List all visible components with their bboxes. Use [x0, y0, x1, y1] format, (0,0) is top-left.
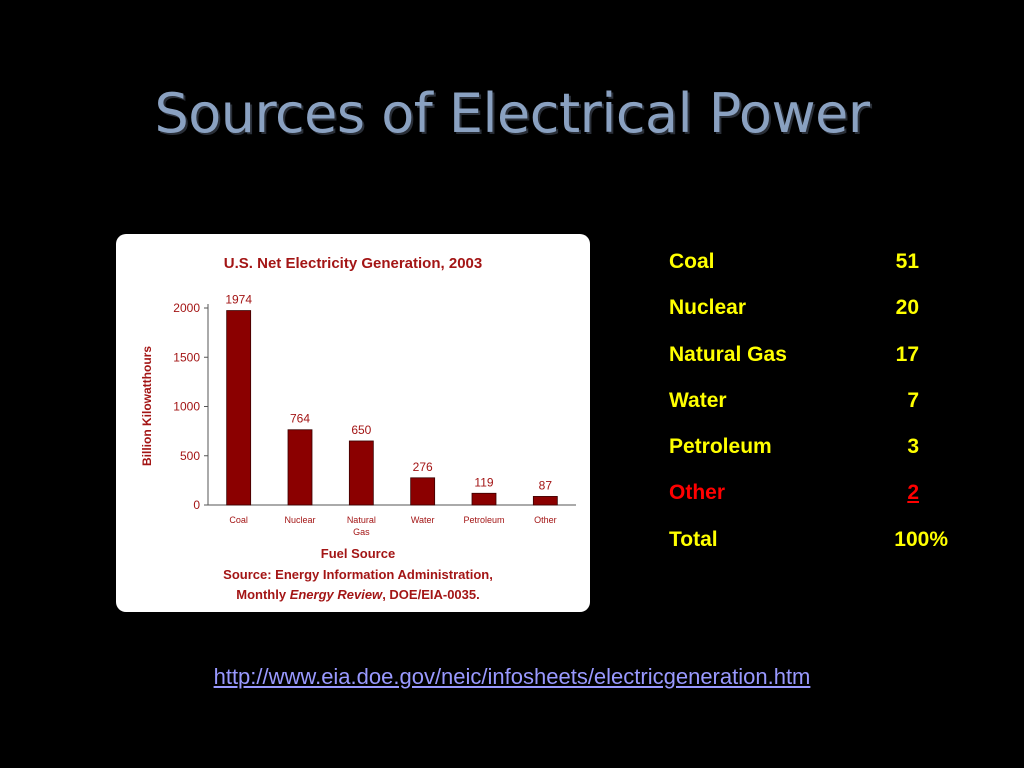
- share-row-other: Other 2: [669, 481, 979, 527]
- share-label: Natural Gas: [669, 342, 787, 366]
- x-axis-label: Fuel Source: [321, 546, 395, 561]
- x-tick-label: Petroleum: [463, 515, 504, 525]
- share-row-coal: Coal 51: [669, 250, 979, 296]
- x-tick-label: Nuclear: [284, 515, 315, 525]
- bar-value-label: 119: [474, 475, 493, 489]
- y-tick-label: 0: [193, 498, 200, 512]
- bar: [287, 429, 313, 506]
- share-row-petroleum: Petroleum 3: [669, 435, 979, 481]
- share-row-total: Total 100%: [669, 528, 979, 574]
- share-label: Water: [669, 388, 727, 412]
- chart-source-line1: Source: Energy Information Administratio…: [223, 567, 493, 582]
- bar-chart: U.S. Net Electricity Generation, 2003 Bi…: [140, 255, 576, 602]
- bar: [226, 310, 252, 506]
- y-tick-label: 500: [180, 449, 200, 463]
- bar-value-label: 650: [351, 423, 371, 437]
- bar-value-label: 87: [539, 478, 553, 492]
- y-tick-label: 2000: [173, 301, 200, 315]
- bar-value-label: 1974: [225, 293, 252, 307]
- share-value: 51: [895, 250, 919, 273]
- share-label: Other: [669, 481, 726, 505]
- source-link[interactable]: http://www.eia.doe.gov/neic/infosheets/e…: [213, 664, 811, 689]
- chart-source-italic: Energy Review: [290, 587, 383, 602]
- x-tick-label: Natural Gas: [347, 515, 376, 537]
- share-value: 20: [895, 296, 919, 320]
- y-tick-label: 1000: [173, 400, 200, 414]
- x-tick-label: Other: [534, 515, 557, 525]
- x-tick-label: Water: [411, 515, 435, 525]
- share-value: 100%: [894, 527, 948, 551]
- share-label: Total: [669, 527, 718, 551]
- bar-value-label: 276: [413, 460, 433, 474]
- chart-source-prefix: Monthly: [236, 587, 289, 602]
- share-table: Coal 51 Nuclear 20 Natural Gas 17 Water 7 Petrol…: [669, 250, 979, 574]
- bar-value-label: 764: [290, 412, 310, 426]
- share-label: Petroleum: [669, 435, 772, 459]
- share-row-natural-gas: Natural Gas 17: [669, 343, 979, 389]
- share-value: 7: [907, 388, 919, 412]
- slide-title: Sources of Electrical Power: [154, 82, 870, 145]
- share-row-nuclear: Nuclear 20: [669, 296, 979, 342]
- bar: [348, 440, 374, 506]
- chart-panel: U.S. Net Electricity Generation, 2003 Bi…: [116, 234, 590, 612]
- share-label: Nuclear: [669, 296, 747, 320]
- share-value: 3: [907, 435, 919, 459]
- chart-source-line2: Monthly Energy Review, DOE/EIA-0035.: [236, 587, 479, 602]
- share-value: 2: [907, 481, 919, 505]
- bar: [471, 492, 497, 506]
- plot-area: 0 500 1000 1500 2000 1974 Coal 764 Nuclear 650 Nat…: [173, 293, 576, 537]
- share-value: 17: [895, 342, 919, 366]
- chart-title: U.S. Net Electricity Generation, 2003: [224, 255, 482, 272]
- bar: [410, 477, 436, 506]
- chart-source-suffix: , DOE/EIA-0035.: [382, 587, 480, 602]
- y-axis-label: Billion Kilowatthours: [140, 346, 154, 466]
- share-row-water: Water 7: [669, 389, 979, 435]
- x-tick-label: Coal: [229, 515, 248, 525]
- y-tick-label: 1500: [173, 350, 200, 364]
- share-label: Coal: [669, 250, 715, 273]
- bar: [532, 496, 558, 506]
